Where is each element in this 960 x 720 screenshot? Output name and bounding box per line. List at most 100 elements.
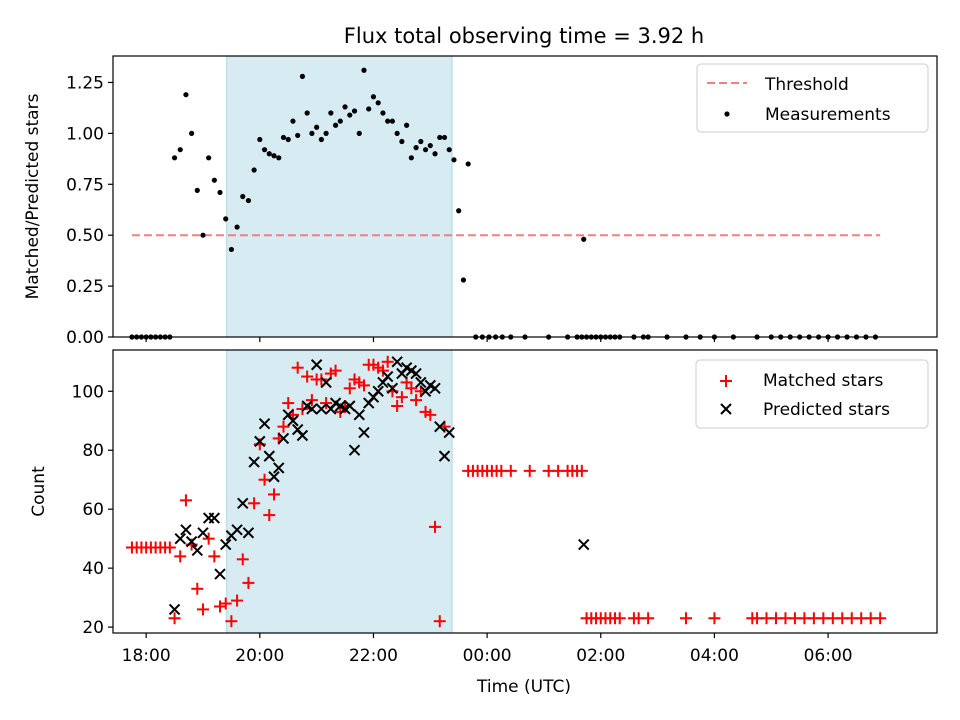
matched-star-point: [504, 464, 517, 477]
top-y-tick-label: 1.00: [66, 124, 104, 144]
top-axes-frame: [112, 55, 938, 338]
matched-star-point: [248, 497, 261, 510]
predicted-star-point: [320, 376, 332, 389]
matched-star-point: [575, 464, 588, 477]
chart-title: Flux total observing time = 3.92 h: [344, 24, 704, 48]
predicted-star-point: [277, 432, 290, 445]
predicted-star-point: [248, 456, 260, 468]
matched-star-point: [357, 379, 370, 392]
matched-star-point: [301, 370, 314, 383]
measurement-point: [408, 155, 414, 161]
bottom-legend-box: [695, 359, 929, 429]
matched-star-point: [236, 553, 249, 566]
predicted-star-point: [372, 385, 384, 397]
predicted-star-point: [254, 435, 266, 448]
measurement-point: [441, 134, 448, 141]
matched-star-point: [680, 612, 693, 625]
measurement-point: [389, 118, 396, 124]
measurement-point: [194, 187, 200, 193]
predicted-star-point: [578, 538, 590, 551]
measurement-point: [234, 224, 240, 230]
x-tick-label: 06:00: [804, 646, 853, 666]
bottom-y-tick-label: 80: [82, 441, 104, 461]
measurement-point: [427, 142, 433, 149]
bottom-y-ticks: 20 40 60 80 100: [72, 382, 113, 638]
predicted-star-point: [258, 417, 271, 430]
matched-star-point: [208, 550, 221, 563]
top-y-tick-label: 1.25: [66, 73, 104, 93]
predicted-star-point: [287, 415, 299, 427]
threshold-legend-label: Threshold: [764, 75, 849, 95]
matched-star-point: [258, 473, 271, 486]
measurement-point: [581, 236, 587, 242]
measurement-point: [366, 106, 372, 112]
predicted-star-point: [214, 568, 226, 580]
measurement-point: [257, 136, 263, 143]
predicted-star-point: [415, 376, 427, 389]
predicted-star-point: [344, 400, 356, 412]
measurement-point: [271, 153, 277, 159]
matched-star-point: [214, 600, 227, 613]
matched-star-point: [410, 394, 423, 407]
measurement-point: [351, 108, 358, 114]
top-y-tick-label: 0.00: [66, 328, 104, 348]
predicted-star-point: [263, 450, 275, 462]
measurement-point: [456, 208, 462, 214]
measurement-point: [342, 104, 348, 110]
matched-star-point: [320, 397, 333, 410]
matched-star-point: [642, 612, 655, 625]
x-tick-label: 02:00: [576, 646, 625, 666]
measurements-legend-swatch: [724, 111, 730, 117]
predicted-star-point: [296, 429, 309, 442]
measurement-point: [418, 138, 424, 145]
bottom-y-tick-label: 100: [72, 382, 104, 402]
measurement-point: [171, 155, 178, 161]
top-x-ticks: [145, 337, 829, 342]
measurement-point: [240, 193, 246, 200]
matched-star-point: [163, 541, 176, 554]
bottom-y-tick-label: 20: [82, 618, 104, 638]
measurement-point: [332, 122, 339, 128]
matched-star-point: [174, 550, 187, 563]
top-legend-box: [696, 63, 929, 133]
measurements-legend-label: Measurements: [765, 105, 891, 125]
predicted-star-point: [391, 356, 403, 368]
x-axis-label: Time (UTC): [476, 677, 571, 697]
predicted-star-point: [231, 524, 243, 536]
measurement-point: [280, 134, 287, 141]
predicted-star-point: [197, 527, 209, 539]
measurement-point: [285, 136, 291, 143]
x-tick-label: 00:00: [463, 646, 512, 666]
measurement-point: [266, 151, 272, 157]
predicted-star-point: [438, 450, 451, 462]
bottom-y-axis-label: Count: [29, 466, 49, 517]
measurement-point: [189, 130, 195, 136]
matched-star-point: [277, 420, 290, 433]
top-y-axis-label: Matched/Predicted stars: [23, 93, 43, 299]
matched-star-point: [168, 612, 181, 625]
matched-star-point: [613, 612, 626, 625]
measurement-point: [245, 197, 252, 204]
top-legend: Threshold Measurements: [696, 63, 929, 133]
predicted-legend-label: Predicted stars: [763, 400, 890, 420]
bottom-legend: Matched stars Predicted stars: [695, 359, 929, 429]
predicted-stars-series: [168, 356, 590, 616]
predicted-star-point: [443, 426, 455, 439]
matched-star-point: [179, 494, 192, 507]
observing-window-top: [226, 56, 453, 337]
matched-star-point: [191, 582, 204, 595]
top-y-tick-label: 0.75: [66, 175, 104, 195]
matched-star-point: [263, 509, 276, 522]
measurement-point: [223, 216, 229, 222]
x-tick-label: 20:00: [235, 646, 284, 666]
matched-star-point: [424, 408, 437, 421]
matched-star-point: [395, 391, 408, 404]
predicted-star-point: [242, 527, 255, 539]
measurement-point: [375, 100, 381, 106]
measurement-point: [432, 151, 438, 157]
measurements-series: [129, 67, 879, 340]
measurement-point: [422, 147, 429, 153]
measurement-point: [380, 110, 386, 116]
measurement-point: [437, 134, 443, 141]
